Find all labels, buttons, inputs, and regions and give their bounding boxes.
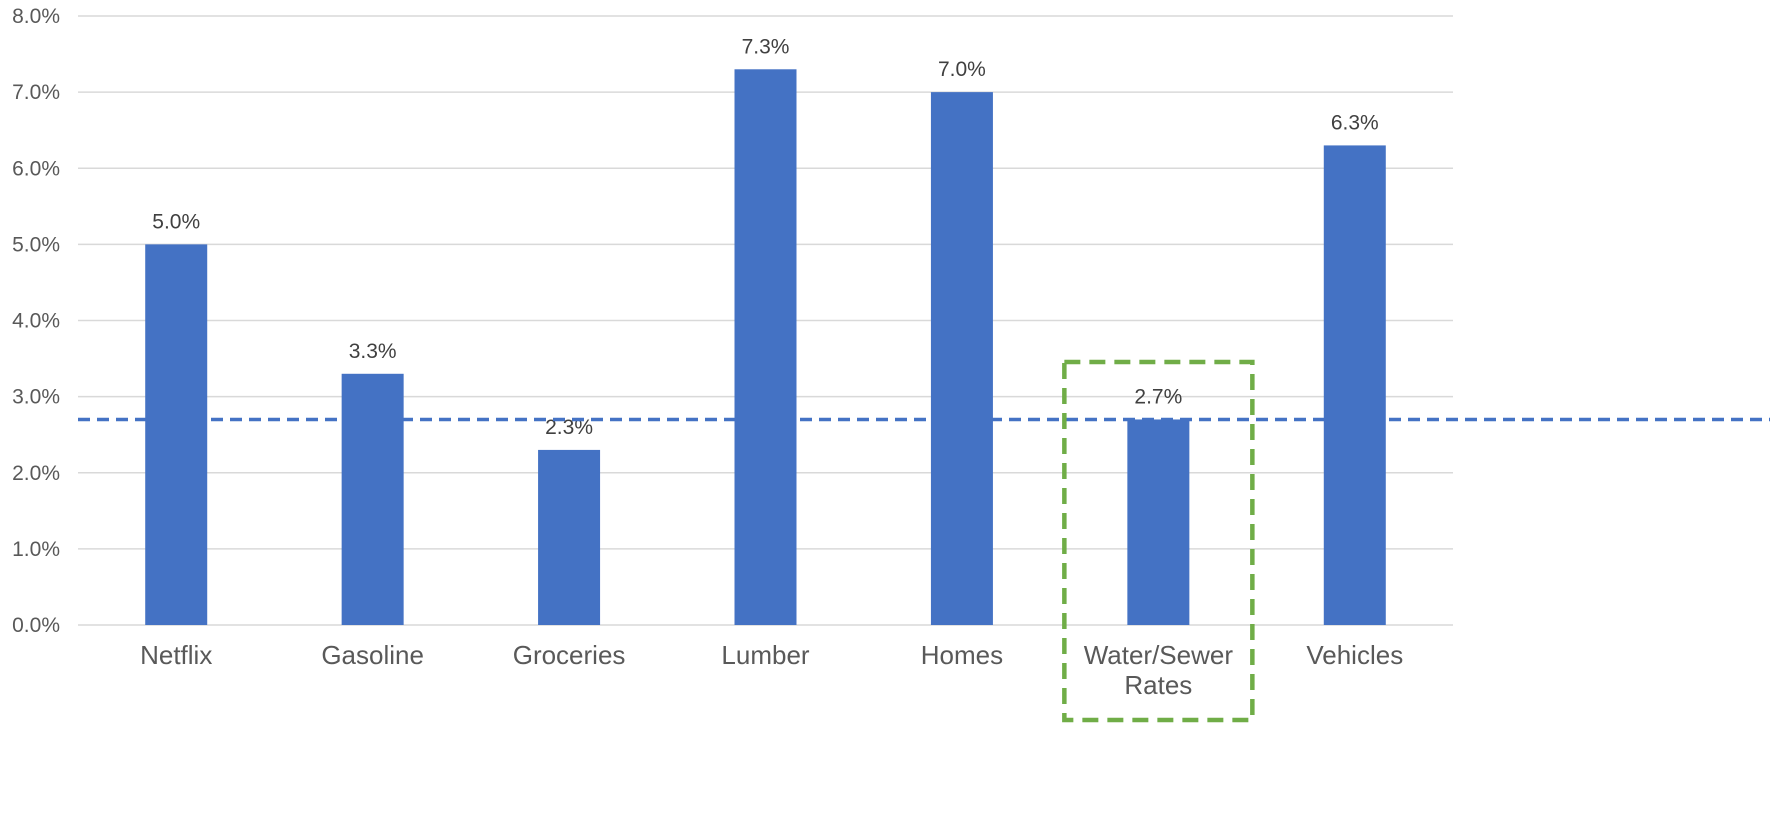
bar bbox=[341, 373, 404, 625]
data-labels: 5.0% 3.3% 2.3% 7.3% 7.0% 2.7% 6.3% bbox=[152, 35, 1378, 439]
category-label: Groceries bbox=[513, 640, 626, 670]
y-tick-label: 3.0% bbox=[12, 386, 60, 409]
data-label: 7.0% bbox=[938, 58, 986, 81]
y-tick-label: 1.0% bbox=[12, 538, 60, 561]
category-label: Lumber bbox=[721, 640, 809, 670]
category-label: Netflix bbox=[140, 640, 212, 670]
highlight-box-rect bbox=[1062, 359, 1255, 723]
data-label: 2.3% bbox=[545, 416, 593, 439]
data-label: 2.7% bbox=[1134, 385, 1182, 408]
y-tick-label: 5.0% bbox=[12, 233, 60, 256]
bar bbox=[930, 92, 993, 625]
data-label: 5.0% bbox=[152, 210, 200, 233]
category-label: Rates bbox=[1124, 670, 1192, 700]
y-tick-label: 0.0% bbox=[12, 614, 60, 637]
y-tick-label: 8.0% bbox=[12, 5, 60, 28]
category-label: Homes bbox=[921, 640, 1003, 670]
y-tick-label: 2.0% bbox=[12, 462, 60, 485]
bar bbox=[734, 69, 797, 626]
bars bbox=[145, 69, 1386, 626]
highlight-box bbox=[1062, 359, 1255, 723]
data-label: 3.3% bbox=[349, 340, 397, 363]
bar bbox=[145, 244, 208, 625]
y-tick-label: 6.0% bbox=[12, 157, 60, 180]
x-axis-category-labels: Netflix Gasoline Groceries Lumber Homes Water… bbox=[140, 640, 1403, 700]
bar bbox=[1323, 145, 1386, 625]
category-label: Vehicles bbox=[1306, 640, 1403, 670]
bar bbox=[538, 449, 601, 625]
y-axis-tick-labels: 0.0% 1.0% 2.0% 3.0% 4.0% 5.0% 6.0% 7.0% 8.0% bbox=[12, 5, 60, 637]
y-tick-label: 4.0% bbox=[12, 310, 60, 333]
category-label: Gasoline bbox=[321, 640, 424, 670]
data-label: 6.3% bbox=[1331, 111, 1379, 134]
data-label: 7.3% bbox=[742, 35, 790, 58]
bar bbox=[1127, 419, 1190, 625]
y-tick-label: 7.0% bbox=[12, 81, 60, 104]
category-label: Water/Sewer bbox=[1084, 640, 1234, 670]
